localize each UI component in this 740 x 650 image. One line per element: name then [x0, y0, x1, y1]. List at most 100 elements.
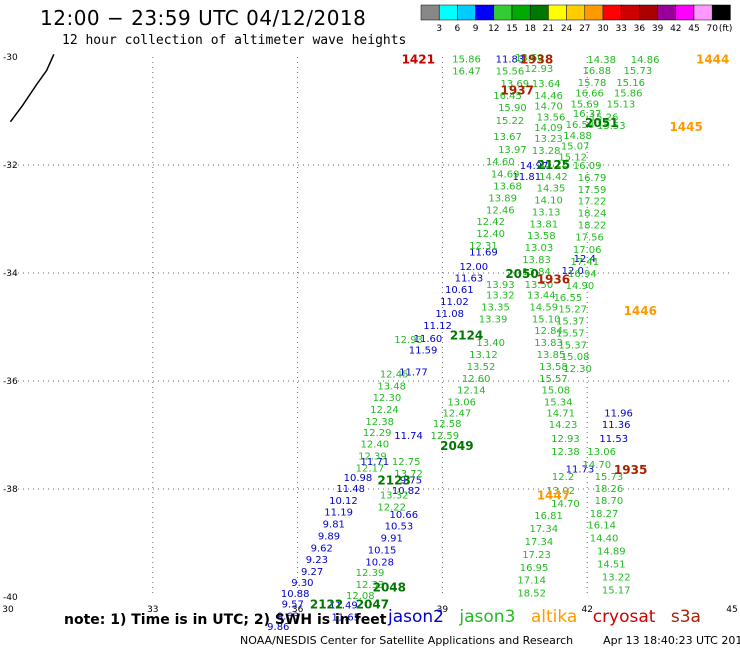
- wave-height-label: 12.60: [462, 374, 491, 385]
- wave-height-label: 14.70: [551, 499, 580, 510]
- pass-time-label: 2123: [377, 473, 410, 487]
- x-tick-label: 39: [437, 605, 449, 615]
- wave-height-label: 15.13: [607, 99, 636, 110]
- wave-height-label: 10.98: [344, 473, 373, 484]
- wave-height-label: 16.88: [583, 66, 612, 77]
- wave-height-label: 11.73: [566, 464, 595, 475]
- scale-label: 33: [615, 24, 626, 34]
- wave-height-label: 12.39: [356, 568, 385, 579]
- pass-time-label: 1445: [669, 120, 702, 134]
- wave-height-label: 11.83: [496, 55, 525, 66]
- pass-time-label: 2051: [585, 116, 618, 130]
- wave-height-label: 12.24: [370, 405, 399, 416]
- pass-time-label: 2124: [450, 329, 483, 343]
- wave-height-label: 12.08: [346, 591, 375, 602]
- wave-height-label: 13.03: [525, 243, 554, 254]
- wave-height-label: 12.17: [356, 463, 385, 474]
- wave-height-label: 10.15: [368, 545, 397, 556]
- footer: NOAA/NESDIS Center for Satellite Applica…: [240, 634, 740, 647]
- wave-height-label: 16.81: [534, 511, 563, 522]
- wave-height-label: 13.22: [602, 572, 631, 583]
- scale-swatch: [548, 4, 567, 21]
- wave-height-label: 13.40: [476, 338, 505, 349]
- wave-height-label: 12.93: [551, 434, 580, 445]
- scale-swatch: [566, 4, 586, 21]
- scale-swatch: [529, 4, 549, 21]
- pass-time-label: 1937: [501, 83, 534, 97]
- wave-height-label: 15.37: [558, 340, 587, 351]
- scale-unit: (ft): [719, 24, 733, 34]
- wave-height-label: 9.89: [318, 531, 340, 542]
- wave-height-label: 16.55: [554, 293, 583, 304]
- wave-height-label: 12.30: [563, 364, 592, 375]
- wave-height-label: 14.70: [534, 102, 563, 113]
- wave-height-label: 14.40: [590, 534, 619, 545]
- wave-height-label: 9.86: [267, 622, 289, 633]
- wave-height-label: 13.06: [447, 398, 476, 409]
- wave-height-label: 16.09: [573, 161, 602, 172]
- wave-height-label: 17.06: [573, 245, 602, 256]
- wave-height-label: 10.12: [329, 496, 358, 507]
- wave-height-label: 14.46: [534, 91, 563, 102]
- wave-height-label: 10.82: [392, 486, 421, 497]
- wave-height-label: 15.12: [558, 152, 587, 163]
- scale-swatch: [675, 4, 695, 21]
- wave-height-label: 13.83: [534, 338, 563, 349]
- wave-height-label: 11.48: [336, 484, 365, 495]
- wave-height-label: 12.38: [365, 417, 394, 428]
- credit-text: NOAA/NESDIS Center for Satellite Applica…: [240, 634, 574, 647]
- wave-height-label: 9.57: [282, 599, 304, 610]
- wave-height-label: 18.24: [578, 209, 607, 220]
- wave-height-label: 14.59: [529, 302, 558, 313]
- wave-height-label: 13.81: [529, 219, 558, 230]
- wave-height-label: 12.00: [459, 262, 488, 273]
- wave-height-label: 15.86: [614, 89, 643, 100]
- wave-height-label: 10.53: [385, 522, 414, 533]
- wave-height-label: 15.78: [578, 78, 607, 89]
- scale-label: 21: [543, 24, 554, 34]
- wave-height-label: 17.23: [522, 550, 551, 561]
- scale-swatch: [457, 4, 476, 21]
- x-tick-label: 33: [147, 605, 158, 615]
- wave-height-label: 11.77: [399, 367, 428, 378]
- wave-height-label: 11.69: [469, 247, 498, 258]
- wave-height-label: 15.73: [624, 66, 653, 77]
- wave-height-label: 13.58: [527, 231, 556, 242]
- scale-swatch: [620, 4, 640, 21]
- wave-height-label: 13.39: [479, 314, 508, 325]
- wave-height-label: 16.94: [568, 269, 597, 280]
- wave-height-label: 11.74: [394, 431, 423, 442]
- coastline: [9, 53, 55, 123]
- scale-swatch: [493, 4, 513, 21]
- wave-height-label: 15.08: [561, 352, 590, 363]
- wave-height-label: 14.60: [486, 157, 515, 168]
- scale-label: 39: [652, 24, 664, 34]
- pass-time-label: 1444: [696, 53, 729, 67]
- wave-height-label: 14.10: [534, 196, 563, 207]
- scale-label: 45: [688, 24, 699, 34]
- wave-height-label: 16.95: [520, 563, 549, 574]
- x-tick-label: 45: [726, 605, 737, 615]
- wave-height-label: 15.69: [570, 99, 599, 110]
- wave-height-label: 13.56: [537, 112, 566, 123]
- wave-height-label: 14.71: [546, 408, 575, 419]
- wave-height-label: 15.73: [595, 472, 624, 483]
- wave-height-label: 13.50: [525, 280, 554, 291]
- wave-height-label: 11.65: [332, 612, 361, 623]
- scale-swatch: [438, 4, 458, 21]
- wave-height-label: 12.93: [394, 335, 423, 346]
- pass-time-label: 1446: [624, 304, 657, 318]
- legend-s3a: s3a: [670, 607, 701, 627]
- y-tick-label: -40: [3, 593, 18, 603]
- legend-cryosat: cryosat: [592, 607, 656, 627]
- wave-height-label: 13.67: [493, 132, 522, 143]
- wave-height-label: 13.12: [539, 159, 568, 170]
- wave-height-label: 12.58: [433, 419, 462, 430]
- wave-height-label: 13.02: [546, 486, 575, 497]
- wave-height-label: 11.81: [513, 172, 542, 183]
- wave-height-label: 13.44: [527, 291, 556, 302]
- wave-height-label: 12.14: [457, 386, 486, 397]
- wave-height-label: 12.39: [358, 452, 387, 463]
- wave-height-label: 14.90: [566, 281, 595, 292]
